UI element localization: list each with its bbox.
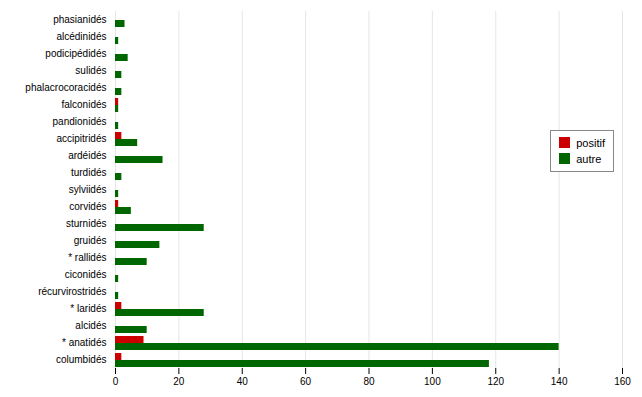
- svg-text:accipitridés: accipitridés: [56, 133, 106, 144]
- svg-text:alcédinidés: alcédinidés: [56, 31, 106, 42]
- svg-text:corvidés: corvidés: [69, 201, 106, 212]
- svg-text:120: 120: [487, 376, 504, 387]
- svg-text:podicipédidés: podicipédidés: [45, 48, 106, 59]
- html-text:positif: positif: [576, 136, 605, 149]
- svg-text:140: 140: [551, 376, 568, 387]
- svg-text:columbidés: columbidés: [56, 354, 107, 365]
- svg-text:sylviidés: sylviidés: [69, 184, 107, 195]
- svg-text:ardéidés: ardéidés: [68, 150, 106, 161]
- svg-text:phalacrocoracidés: phalacrocoracidés: [25, 82, 106, 93]
- svg-text:turdidés: turdidés: [71, 167, 107, 178]
- html-text:autre: autre: [576, 152, 602, 165]
- svg-text:gruidés: gruidés: [74, 235, 107, 246]
- svg-text:60: 60: [300, 376, 312, 387]
- svg-text:* anatidés: * anatidés: [62, 337, 106, 348]
- svg-text:sulidés: sulidés: [75, 65, 106, 76]
- svg-text:sturnidés: sturnidés: [66, 218, 107, 229]
- svg-text:80: 80: [363, 376, 375, 387]
- svg-text:récurvirostridés: récurvirostridés: [38, 286, 106, 297]
- svg-text:20: 20: [173, 376, 185, 387]
- svg-text:ciconidés: ciconidés: [65, 269, 107, 280]
- svg-text:160: 160: [614, 376, 631, 387]
- svg-text:0: 0: [113, 376, 119, 387]
- svg-text:100: 100: [424, 376, 441, 387]
- svg-text:alcidés: alcidés: [75, 320, 106, 331]
- svg-text:* laridés: * laridés: [70, 303, 106, 314]
- svg-text:pandionidés: pandionidés: [53, 116, 107, 127]
- svg-text:40: 40: [237, 376, 249, 387]
- svg-text:* rallidés: * rallidés: [68, 252, 106, 263]
- svg-text:phasianidés: phasianidés: [53, 14, 106, 25]
- svg-text:falconidés: falconidés: [61, 99, 106, 110]
